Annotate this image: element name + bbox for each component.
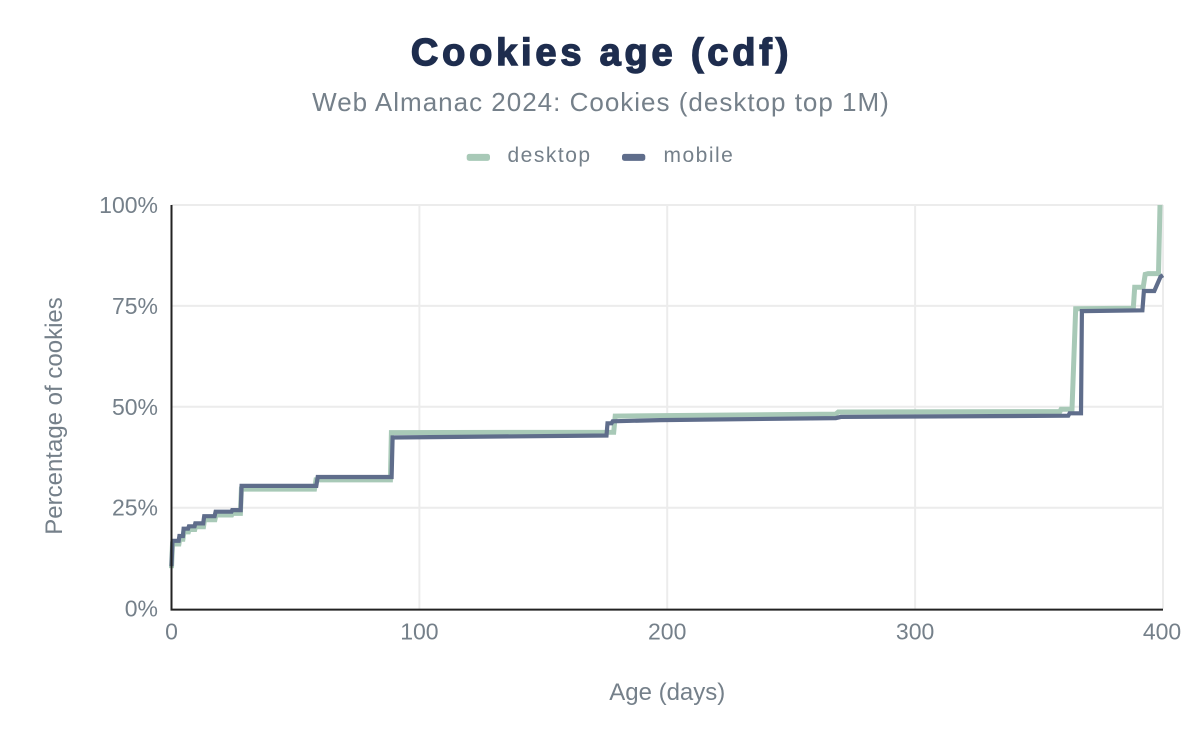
- svg-text:0%: 0%: [125, 596, 158, 622]
- svg-text:Web Almanac 2024: Cookies (des: Web Almanac 2024: Cookies (desktop top 1…: [312, 87, 890, 117]
- svg-text:100: 100: [400, 619, 438, 645]
- svg-text:Percentage of cookies: Percentage of cookies: [41, 297, 68, 534]
- svg-text:Cookies age (cdf): Cookies age (cdf): [411, 32, 792, 74]
- svg-text:25%: 25%: [112, 495, 158, 521]
- svg-text:75%: 75%: [112, 293, 158, 319]
- svg-text:300: 300: [896, 619, 934, 645]
- svg-text:100%: 100%: [99, 192, 158, 218]
- svg-text:400: 400: [1143, 619, 1181, 645]
- svg-text:desktop: desktop: [508, 144, 592, 167]
- svg-text:0: 0: [165, 619, 178, 645]
- svg-text:Age (days): Age (days): [609, 679, 725, 706]
- svg-text:mobile: mobile: [664, 144, 735, 167]
- svg-text:200: 200: [648, 619, 686, 645]
- svg-text:50%: 50%: [112, 394, 158, 420]
